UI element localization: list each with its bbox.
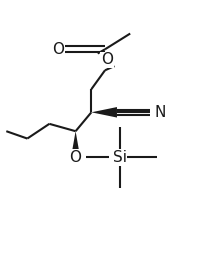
Text: O: O <box>70 150 82 165</box>
Text: N: N <box>155 105 166 120</box>
Text: Si: Si <box>113 150 127 165</box>
Polygon shape <box>91 107 117 118</box>
Text: O: O <box>52 42 64 57</box>
Text: O: O <box>101 52 113 67</box>
Polygon shape <box>71 131 80 157</box>
